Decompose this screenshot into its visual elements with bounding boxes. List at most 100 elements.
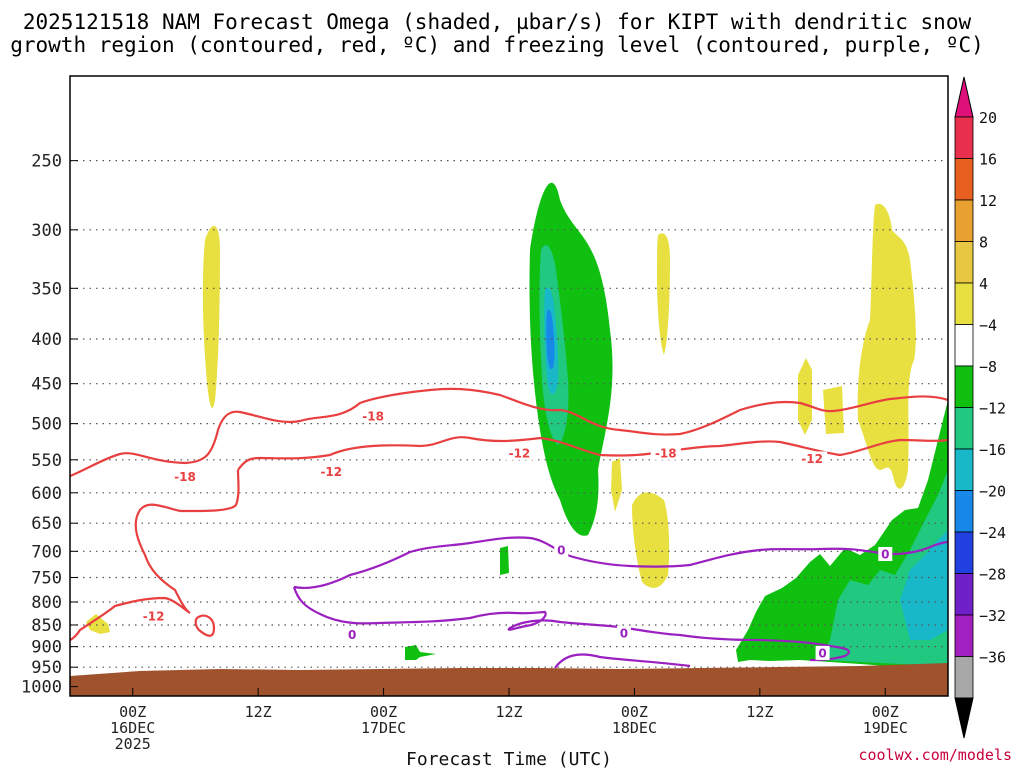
x-tick-label-0-0: 00Z xyxy=(119,703,146,721)
contour-minus12-upper xyxy=(237,436,949,471)
colorbar-swatch-4 xyxy=(954,282,974,325)
y-tick-label-300: 300 xyxy=(31,221,62,241)
contour-label-bg-10 xyxy=(616,625,631,640)
omega-region-yellow-8 xyxy=(86,614,110,634)
x-tick-label-2-1: 17DEC xyxy=(361,719,406,737)
contour-label-bg-1 xyxy=(169,469,200,484)
colorbar-swatch-8 xyxy=(954,448,974,491)
colorbar-label-8: −16 xyxy=(979,441,1006,459)
omega-region-green-patch-1 xyxy=(500,546,509,575)
contour-label-bg-7 xyxy=(554,543,569,558)
contour-label-bg-8 xyxy=(878,547,893,562)
colorbar-swatch-9 xyxy=(954,490,974,533)
dendritic-contours xyxy=(69,387,949,642)
x-tick-label-0-1: 16DEC xyxy=(110,719,155,737)
colorbar-label-9: −20 xyxy=(979,483,1006,501)
y-tick-label-750: 750 xyxy=(31,568,62,588)
contour-label-8: 0 xyxy=(881,548,889,562)
colorbar-label-2: 12 xyxy=(979,192,997,210)
colorbar-label-12: −32 xyxy=(979,607,1006,625)
omega-region-yellow-3 xyxy=(632,492,670,588)
colorbar-label-13: −36 xyxy=(979,649,1006,667)
y-tick-label-350: 350 xyxy=(31,279,62,299)
omega-region-yellow-1 xyxy=(202,225,220,409)
omega-shading xyxy=(86,182,948,667)
omega-region-green-patch-2 xyxy=(405,645,436,660)
colorbar-swatch-6 xyxy=(954,365,974,408)
contour-label-bg-9 xyxy=(345,627,360,642)
contour-label-bg-2 xyxy=(316,464,347,479)
y-tick-label-650: 650 xyxy=(31,514,62,534)
contour-label-5: -12 xyxy=(801,452,823,466)
contour-label-9: 0 xyxy=(348,628,356,642)
y-axis-pressure-ticks: 2503003504004505005506006507007508008509… xyxy=(21,152,78,698)
colorbar-swatch-1 xyxy=(954,158,974,201)
colorbar-swatch-7 xyxy=(954,407,974,450)
colorbar-label-1: 16 xyxy=(979,151,997,169)
contour-label-bg-11 xyxy=(815,645,830,660)
y-tick-label-450: 450 xyxy=(31,375,62,395)
x-tick-label-4-0: 00Z xyxy=(621,703,648,721)
plot-area: -18 -18 -12 -12 -18 -12 -12 0 0 0 0 0 xyxy=(69,75,949,697)
credit-link[interactable]: coolwx.com/models xyxy=(858,746,1012,764)
x-tick-label-5-0: 12Z xyxy=(746,703,773,721)
omega-colorbar: 20 16 12 8 4 −4 −8 −12 −16 −20 −24 −28 −32 −36 xyxy=(954,76,1006,739)
colorbar-swatch-10 xyxy=(954,531,974,574)
contour-label-bg-6 xyxy=(138,608,169,623)
contour-label-bg-0 xyxy=(358,408,389,423)
colorbar-swatch-11 xyxy=(954,573,974,616)
colorbar-label-0: 20 xyxy=(979,109,997,127)
omega-region-yellow-7 xyxy=(857,203,916,489)
x-tick-label-1-0: 12Z xyxy=(245,703,272,721)
omega-region-yellow-5 xyxy=(798,358,812,435)
y-tick-label-950: 950 xyxy=(31,658,62,678)
contour-label-bg-5 xyxy=(797,451,828,466)
y-tick-label-250: 250 xyxy=(31,152,62,172)
contour-zero-bottom xyxy=(554,653,691,669)
y-tick-label-850: 850 xyxy=(31,616,62,636)
contour-label-4: -18 xyxy=(655,446,677,460)
x-tick-label-6-0: 00Z xyxy=(872,703,899,721)
x-tick-label-0-2: 2025 xyxy=(115,735,151,753)
colorbar-swatch-13 xyxy=(954,656,974,699)
contour-labels: -18 -18 -12 -12 -18 -12 -12 0 0 0 0 0 xyxy=(138,408,893,660)
omega-region-blue-core xyxy=(546,309,555,370)
y-tick-label-800: 800 xyxy=(31,593,62,613)
y-tick-label-900: 900 xyxy=(31,638,62,658)
omega-region-yellow-2 xyxy=(657,233,670,355)
colorbar-label-5: −4 xyxy=(979,317,997,335)
colorbar-label-10: −24 xyxy=(979,524,1006,542)
chart-title-line-2: growth region (contoured, red, ºC) and f… xyxy=(10,33,984,57)
contour-minus18-upper xyxy=(69,387,949,478)
colorbar-label-7: −12 xyxy=(979,400,1006,418)
colorbar-swatch-0 xyxy=(954,116,974,159)
y-tick-label-700: 700 xyxy=(31,542,62,562)
contour-label-bg-3 xyxy=(504,445,535,460)
contour-label-10: 0 xyxy=(620,626,628,640)
x-tick-label-2-0: 00Z xyxy=(370,703,397,721)
colorbar-swatch-5 xyxy=(954,324,974,367)
x-axis-label: Forecast Time (UTC) xyxy=(406,749,612,768)
terrain-surface xyxy=(70,663,948,696)
omega-region-cyan-right xyxy=(900,530,948,640)
colorbar-label-4: 4 xyxy=(979,275,988,293)
contour-label-7: 0 xyxy=(557,544,565,558)
contour-label-bg-4 xyxy=(650,445,681,460)
x-tick-label-6-1: 19DEC xyxy=(863,719,908,737)
contour-minus12-loop xyxy=(194,614,216,637)
colorbar-label-6: −8 xyxy=(979,358,997,376)
y-tick-label-1000: 1000 xyxy=(21,678,62,698)
y-tick-label-500: 500 xyxy=(31,415,62,435)
y-tick-label-600: 600 xyxy=(31,484,62,504)
colorbar-swatch-12 xyxy=(954,614,974,657)
contour-label-11: 0 xyxy=(818,646,826,660)
x-tick-label-4-1: 18DEC xyxy=(612,719,657,737)
contour-label-6: -12 xyxy=(143,609,165,623)
y-tick-label-550: 550 xyxy=(31,451,62,471)
colorbar-top-arrow xyxy=(954,76,974,118)
contour-label-3: -12 xyxy=(509,446,531,460)
colorbar-swatch-2 xyxy=(954,199,974,242)
colorbar-label-3: 8 xyxy=(979,234,988,252)
